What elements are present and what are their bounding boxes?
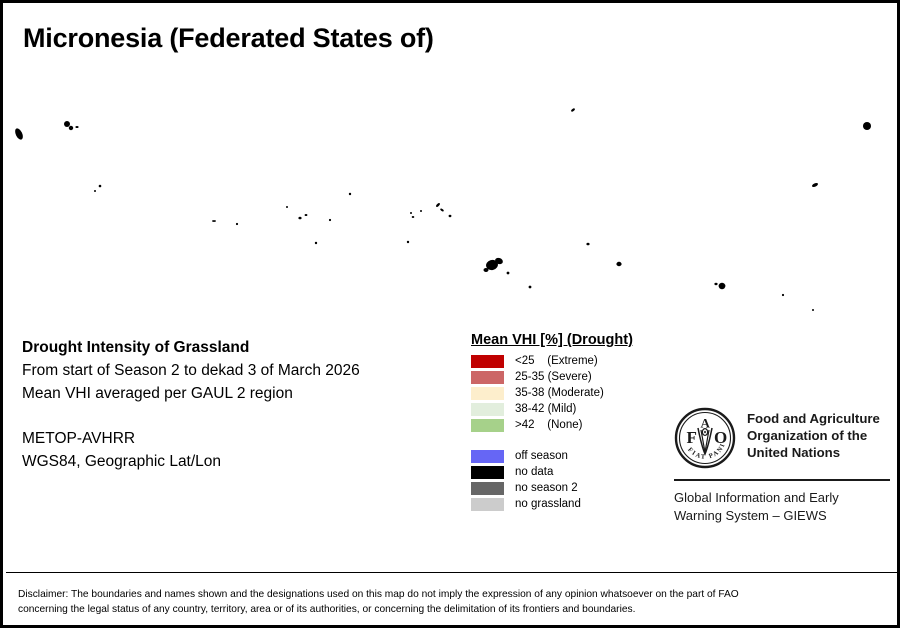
info-spacer — [22, 405, 452, 427]
map-island[interactable] — [98, 184, 102, 188]
map-island[interactable] — [718, 282, 726, 290]
page-title: Micronesia (Federated States of) — [23, 23, 434, 53]
legend-label-extreme: <25 (Extreme) — [515, 354, 598, 367]
legend-swatch-severe — [471, 370, 504, 384]
giews-line-2: Warning System – GIEWS — [674, 508, 827, 523]
fao-logo-icon: F A O FIAT PANIS — [671, 402, 736, 469]
map-island[interactable] — [212, 220, 216, 222]
map-island[interactable] — [483, 268, 489, 272]
legend-label-no-grassland: no grassland — [515, 497, 581, 510]
svg-text:A: A — [701, 416, 711, 431]
disclaimer-block: Disclaimer: The boundaries and names sho… — [18, 587, 878, 617]
fao-name-line-2: Organization of the — [747, 428, 868, 443]
map-island[interactable] — [314, 241, 318, 245]
map-island[interactable] — [448, 214, 452, 218]
map-island[interactable] — [286, 206, 288, 208]
legend-swatch-mild — [471, 402, 504, 416]
legend-label-off-season: off season — [515, 449, 568, 462]
legend-swatch-no-grassland — [471, 497, 504, 511]
fao-organization-name: Food and Agriculture Organization of the… — [747, 407, 880, 461]
map-island[interactable] — [586, 242, 590, 246]
map-legend: Mean VHI [%] (Drought) <25 (Extreme) 25-… — [471, 332, 691, 512]
legend-swatch-no-season-2 — [471, 481, 504, 495]
fao-divider — [674, 479, 890, 481]
map-island[interactable] — [68, 125, 74, 131]
map-island[interactable] — [863, 122, 871, 130]
legend-label-moderate: 35-38 (Moderate) — [515, 386, 604, 399]
map-island[interactable] — [485, 259, 499, 272]
info-heading: Drought Intensity of Grassland — [22, 339, 250, 356]
svg-text:O: O — [714, 428, 727, 447]
legend-title: Mean VHI [%] (Drought) — [471, 332, 633, 348]
map-island[interactable] — [812, 309, 814, 311]
map-island[interactable] — [94, 190, 96, 192]
fao-branding-block: F A O FIAT PANIS Food and Agriculture Or… — [671, 402, 890, 525]
legend-swatch-extreme — [471, 354, 504, 368]
legend-item-moderate[interactable]: 35-38 (Moderate) — [471, 385, 691, 401]
legend-item-none[interactable]: >42 (None) — [471, 417, 691, 433]
info-projection: WGS84, Geographic Lat/Lon — [22, 453, 222, 470]
legend-label-mild: 38-42 (Mild) — [515, 402, 577, 415]
map-island[interactable] — [435, 202, 440, 207]
map-info-block: Drought Intensity of Grassland From star… — [22, 336, 452, 473]
map-island[interactable] — [348, 192, 352, 196]
legend-label-no-data: no data — [515, 465, 554, 478]
map-island[interactable] — [781, 293, 785, 297]
map-island[interactable] — [14, 127, 25, 141]
legend-item-mild[interactable]: 38-42 (Mild) — [471, 401, 691, 417]
map-island[interactable] — [494, 257, 504, 265]
legend-swatch-none — [471, 418, 504, 432]
map-island[interactable] — [298, 216, 302, 220]
map-island[interactable] — [440, 208, 444, 212]
legend-label-no-season-2: no season 2 — [515, 481, 578, 494]
disclaimer-line-2: concerning the legal status of any count… — [18, 604, 636, 615]
legend-item-severe[interactable]: 25-35 (Severe) — [471, 369, 691, 385]
map-island[interactable] — [235, 222, 239, 226]
info-aggregation: Mean VHI averaged per GAUL 2 region — [22, 385, 293, 402]
map-island[interactable] — [506, 271, 510, 275]
legend-swatch-moderate — [471, 386, 504, 400]
fao-name-line-1: Food and Agriculture — [747, 411, 880, 426]
disclaimer-divider — [6, 572, 897, 573]
map-island[interactable] — [571, 108, 576, 113]
map-island[interactable] — [411, 216, 415, 218]
legend-item-no-season-2[interactable]: no season 2 — [471, 480, 691, 496]
giews-line-1: Global Information and Early — [674, 490, 839, 505]
map-island[interactable] — [420, 210, 422, 212]
legend-item-extreme[interactable]: <25 (Extreme) — [471, 353, 691, 369]
legend-spacer — [471, 433, 691, 448]
map-canvas[interactable] — [3, 58, 897, 313]
map-island[interactable] — [328, 218, 332, 222]
map-island[interactable] — [410, 212, 412, 214]
map-svg — [3, 58, 897, 313]
fao-name-line-3: United Nations — [747, 445, 841, 460]
fao-logo-and-name: F A O FIAT PANIS Food and Agriculture Or… — [671, 402, 890, 469]
map-island[interactable] — [64, 121, 70, 127]
info-period: From start of Season 2 to dekad 3 of Mar… — [22, 362, 360, 379]
map-island[interactable] — [406, 240, 410, 244]
map-ocean — [3, 58, 897, 313]
map-island[interactable] — [75, 126, 79, 128]
map-island[interactable] — [811, 182, 818, 188]
disclaimer-line-1: Disclaimer: The boundaries and names sho… — [18, 589, 739, 600]
map-island[interactable] — [714, 282, 718, 286]
info-sensor: METOP-AVHRR — [22, 430, 136, 447]
legend-item-no-data[interactable]: no data — [471, 464, 691, 480]
legend-item-no-grassland[interactable]: no grassland — [471, 496, 691, 512]
legend-swatch-off-season — [471, 449, 504, 463]
legend-label-severe: 25-35 (Severe) — [515, 370, 592, 383]
map-island[interactable] — [616, 261, 622, 267]
map-island[interactable] — [304, 214, 308, 216]
legend-label-none: >42 (None) — [515, 418, 583, 431]
legend-item-off-season[interactable]: off season — [471, 448, 691, 464]
legend-swatch-no-data — [471, 465, 504, 479]
svg-text:F: F — [687, 428, 697, 447]
map-island[interactable] — [528, 285, 532, 289]
